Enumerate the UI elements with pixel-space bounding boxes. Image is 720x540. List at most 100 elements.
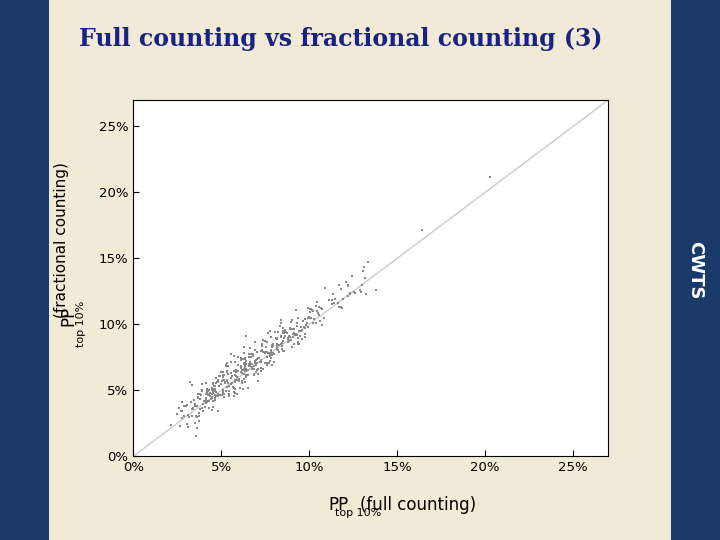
Point [228,366,240,375]
Point [210,392,222,401]
Point [243,370,254,379]
Point [260,349,271,357]
Point [255,347,266,356]
Point [223,386,235,395]
Point [202,385,213,394]
Point [211,392,222,401]
Point [349,288,361,297]
Point [191,412,202,421]
Point [233,374,245,383]
Point [243,349,254,358]
Point [233,361,244,369]
Point [207,389,219,397]
Point [223,390,235,399]
Point [246,360,257,369]
Point [181,401,193,409]
Point [262,329,274,338]
Point [192,393,204,401]
Point [264,352,276,361]
Point [210,392,221,400]
Point [272,328,284,336]
Point [200,389,212,398]
Point [218,393,230,401]
Point [271,333,282,342]
Point [192,423,203,432]
Point [217,375,229,384]
Point [265,346,276,354]
Point [232,367,243,375]
Point [194,390,206,399]
Point [289,306,301,314]
Point [275,319,287,327]
Point [217,373,228,381]
Point [165,421,176,429]
Point [228,384,239,393]
Point [201,397,212,406]
Point [236,376,248,385]
Point [197,400,209,409]
Point [176,407,188,415]
Point [240,367,252,375]
Point [235,353,246,362]
Point [206,406,217,414]
Point [240,370,252,379]
Point [315,304,327,313]
Point [271,345,283,354]
Point [294,327,305,336]
Point [238,348,250,357]
Point [255,364,266,373]
Point [197,387,208,396]
Point [283,337,294,346]
Point [245,361,256,370]
Point [354,285,366,294]
Point [225,357,237,366]
Point [215,372,226,380]
Point [215,368,227,377]
Point [210,388,222,396]
Point [278,326,289,335]
Point [201,389,212,397]
Point [336,303,348,312]
Point [238,360,250,368]
Point [348,287,360,296]
Point [326,295,338,304]
Point [287,333,299,341]
Point [246,363,258,372]
Point [194,411,205,420]
Point [220,377,231,386]
Point [260,342,271,351]
Point [225,379,237,388]
Point [174,422,186,430]
Point [268,357,279,366]
Point [329,294,341,303]
Point [184,378,196,387]
Point [204,392,215,401]
Point [251,365,263,374]
Point [277,347,289,355]
Point [256,346,267,355]
Point [271,342,282,350]
Point [230,371,241,380]
Point [236,378,248,387]
Point [210,379,222,388]
Point [316,305,328,313]
Point [255,367,266,375]
Point [302,304,314,313]
Point [233,376,245,385]
Point [326,300,338,309]
Point [194,405,206,414]
Point [201,388,212,396]
Point [187,405,199,414]
Point [279,332,291,340]
Point [252,370,264,379]
Point [229,375,240,384]
Point [277,324,289,333]
Point [197,380,208,389]
Point [307,319,319,328]
Point [186,411,197,420]
Point [279,326,291,334]
Point [253,354,264,362]
Point [201,379,212,387]
Point [240,364,251,373]
Point [212,392,224,400]
